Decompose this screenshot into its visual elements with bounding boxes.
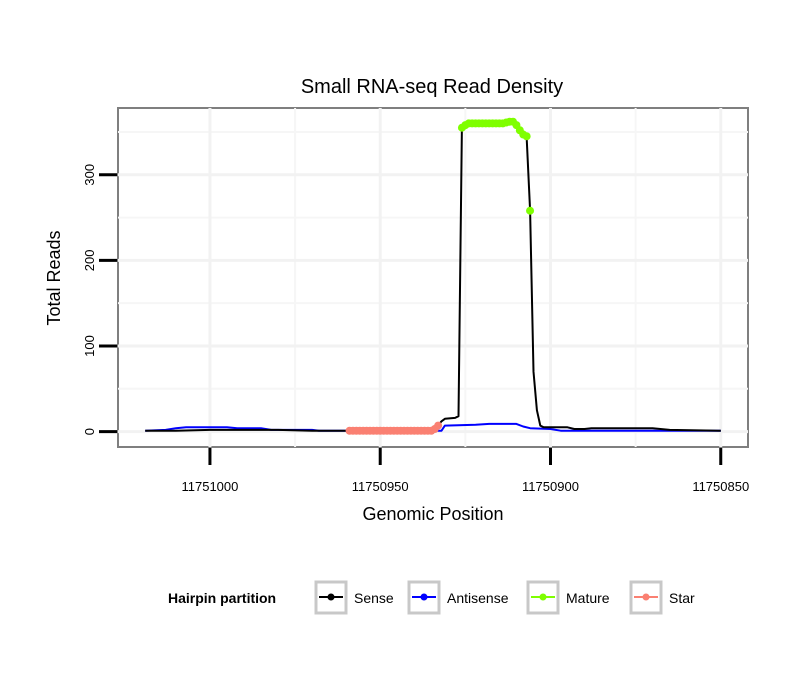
x-tick-label: 11750950: [352, 479, 409, 494]
y-tick-label: 200: [82, 250, 97, 272]
data-point-mature: [526, 206, 535, 215]
series-layer: [145, 117, 721, 435]
data-point-star: [434, 421, 443, 430]
y-tick-label: 300: [82, 164, 97, 186]
legend: Hairpin partition Sense Antisense Mature St…: [168, 580, 695, 615]
legend-key-point: [539, 593, 547, 601]
chart-title: Small RNA-seq Read Density: [301, 76, 563, 98]
legend-key-point: [642, 593, 650, 601]
data-point-mature: [522, 132, 531, 141]
legend-label-antisense: Antisense: [447, 590, 509, 606]
legend-key-point: [327, 593, 335, 601]
legend-title: Hairpin partition: [168, 590, 276, 606]
y-tick-label: 0: [82, 428, 97, 435]
x-axis-label: Genomic Position: [362, 504, 503, 524]
legend-label-star: Star: [669, 590, 695, 606]
x-tick-label: 11750850: [692, 479, 749, 494]
legend-key-point: [420, 593, 428, 601]
x-tick-label: 11751000: [182, 479, 239, 494]
plot-panel: [117, 107, 749, 448]
legend-label-sense: Sense: [354, 590, 394, 606]
axes: 0 100 200 300 11751000 11750950 11750900 117508…: [82, 164, 749, 494]
x-tick-label: 11750900: [522, 479, 579, 494]
y-axis-label: Total Reads: [44, 230, 64, 325]
legend-label-mature: Mature: [566, 590, 610, 606]
y-tick-label: 100: [82, 335, 97, 357]
grid-lines: [118, 108, 748, 447]
